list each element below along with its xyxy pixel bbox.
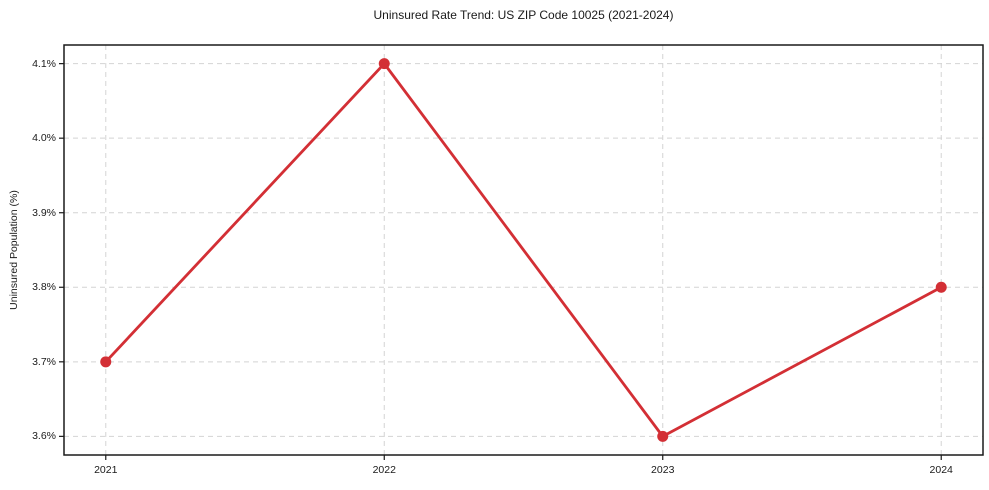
plot-area (59, 44, 984, 460)
data-point-marker (935, 281, 947, 293)
x-tick-label: 2021 (94, 464, 118, 476)
plot-border (63, 44, 984, 456)
x-tick-label: 2023 (651, 464, 675, 476)
x-tick-label: 2024 (929, 464, 953, 476)
trend-line (104, 62, 943, 438)
y-tick-label: 3.6% (32, 430, 56, 443)
y-tick-label: 3.7% (32, 355, 56, 368)
chart-title: Uninsured Rate Trend: US ZIP Code 10025 … (373, 8, 674, 22)
data-point-marker (657, 430, 669, 442)
y-tick-label: 3.8% (32, 281, 56, 294)
data-point-marker (100, 356, 112, 368)
y-tick-label: 4.1% (32, 57, 56, 70)
data-point-marker (378, 58, 390, 70)
y-tick-label: 3.9% (32, 206, 56, 219)
y-tick-label: 4.0% (32, 132, 56, 145)
x-tick-label: 2022 (372, 464, 396, 476)
